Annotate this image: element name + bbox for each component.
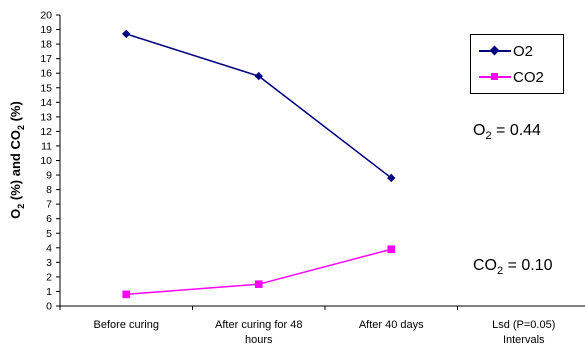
- y-tick-label: 3: [46, 257, 52, 269]
- y-tick-label: 1: [46, 286, 52, 298]
- o2-annotation-sub: 2: [485, 130, 492, 143]
- co2-annotation-value: = 0.10: [503, 257, 553, 274]
- y-tick-label: 11: [41, 140, 52, 152]
- y-tick-label: 9: [46, 170, 52, 182]
- o2-annotation-value: = 0.44: [491, 122, 541, 139]
- y-axis-label-subscript-1: 2: [15, 203, 26, 209]
- x-tick-label: After curing for 48: [215, 319, 302, 331]
- y-axis-label: O2 (%) and CO2 (%): [4, 60, 30, 260]
- data-point-co2: [387, 245, 396, 254]
- y-tick-label: 4: [46, 242, 52, 254]
- co2-lsd-annotation: CO2 = 0.10: [473, 257, 553, 277]
- y-tick-label: 14: [40, 97, 52, 109]
- x-tick-label: Before curing: [94, 319, 159, 331]
- y-tick-label: 5: [46, 228, 52, 240]
- y-tick-label: 20: [40, 10, 52, 22]
- x-tick-label: Lsd (P=0.05): [492, 319, 555, 331]
- y-tick-label: 17: [40, 53, 52, 65]
- y-axis-label-subscript-2: 2: [15, 125, 26, 131]
- y-tick-label: 6: [46, 213, 52, 225]
- series-line-o2: [126, 33, 392, 179]
- data-point-o2: [122, 29, 131, 39]
- co2-annotation-sub: 2: [497, 265, 504, 278]
- data-point-co2: [122, 290, 131, 299]
- data-point-o2: [254, 71, 263, 81]
- y-tick-label: 0: [46, 301, 52, 313]
- legend-item-co2: CO2: [479, 67, 544, 87]
- x-tick-label: Intervals: [503, 334, 545, 346]
- legend-item-o2: O2: [479, 41, 533, 61]
- y-tick-label: 8: [46, 184, 52, 196]
- y-tick-label: 7: [46, 199, 52, 211]
- data-point-o2: [387, 173, 396, 183]
- legend-swatch-co2: [479, 70, 511, 84]
- legend: O2 CO2: [470, 34, 564, 94]
- co2-annotation-main: CO: [473, 257, 497, 274]
- y-tick-label: 18: [40, 39, 52, 51]
- y-axis-label-part-1: O: [8, 208, 24, 219]
- x-tick-label: hours: [245, 334, 273, 346]
- legend-label-co2: CO2: [513, 68, 544, 86]
- data-point-co2: [254, 280, 263, 288]
- legend-label-o2: O2: [513, 42, 534, 60]
- o2-annotation-main: O: [473, 122, 486, 139]
- y-tick-label: 19: [40, 24, 52, 36]
- x-tick-label: After 40 days: [359, 319, 424, 331]
- y-axis-label-part-3: (%): [8, 101, 24, 126]
- y-tick-label: 13: [40, 111, 52, 123]
- y-axis-label-part-2: (%) and CO: [8, 130, 24, 204]
- o2-lsd-annotation: O2 = 0.44: [473, 122, 541, 142]
- y-tick-label: 12: [40, 126, 52, 138]
- y-tick-label: 10: [40, 155, 52, 167]
- y-tick-label: 16: [40, 68, 52, 80]
- y-tick-label: 15: [40, 82, 52, 94]
- y-tick-label: 2: [46, 271, 52, 283]
- legend-swatch-o2: [479, 44, 511, 58]
